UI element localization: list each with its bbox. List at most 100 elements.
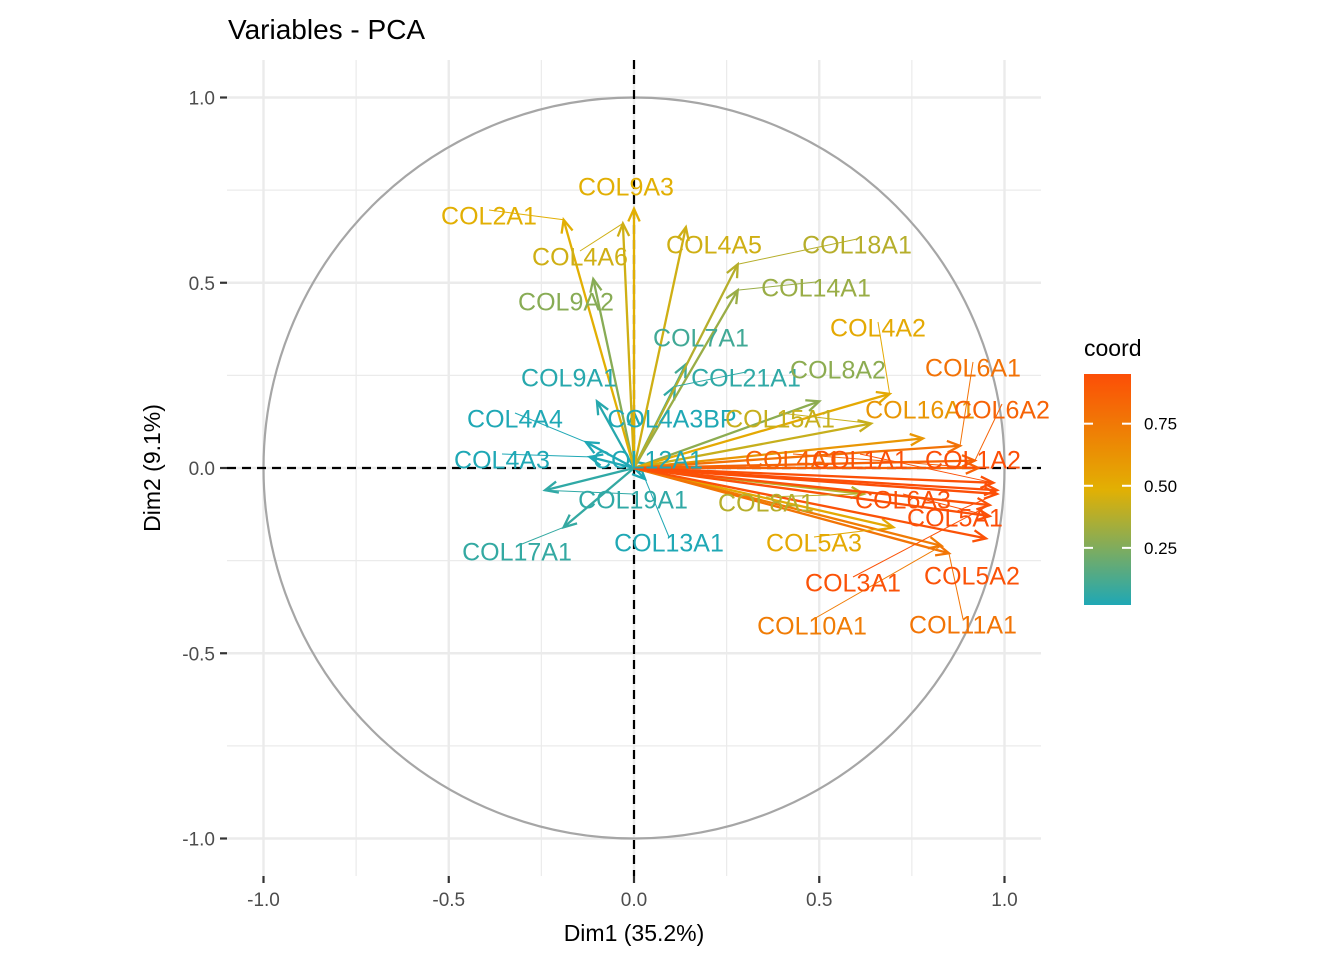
leader-line — [779, 412, 872, 425]
leader-line — [792, 453, 979, 469]
arrow-shaft — [544, 466, 635, 492]
legend-title: coord — [1084, 335, 1142, 361]
arrow-shaft — [633, 437, 924, 470]
leader-line — [545, 489, 634, 495]
variable-label: COL4A5 — [666, 232, 762, 260]
arrow-shaft — [633, 466, 998, 496]
arrow-col9a2 — [589, 276, 636, 469]
leader-line — [514, 412, 587, 443]
arrow-shaft — [592, 278, 636, 469]
leader-line — [959, 361, 974, 446]
variable-label: COL4A1 — [745, 447, 841, 475]
arrow-col5a2 — [633, 466, 989, 543]
variable-label: COL18A1 — [802, 232, 912, 260]
x-tick-label: 1.0 — [991, 890, 1017, 911]
arrow-shaft — [633, 466, 994, 484]
arrow-head — [627, 205, 641, 222]
x-tick-label: -0.5 — [432, 890, 465, 911]
leader-line — [644, 478, 670, 538]
variable-label: COL9A2 — [518, 289, 614, 317]
variable-label: COL12A1 — [593, 447, 703, 475]
x-axis-label: Dim1 (35.2%) — [564, 920, 705, 946]
arrow-shaft — [595, 400, 636, 469]
leader-line — [765, 493, 864, 498]
arrow-col4a5 — [632, 224, 690, 469]
variable-label: COL4A4 — [467, 406, 563, 434]
arrow-shaft — [562, 467, 635, 529]
legend-tick-label: 0.75 — [1144, 415, 1177, 434]
y-tick-label: -1.0 — [182, 830, 215, 851]
variable-label: COL4A3 — [454, 447, 550, 475]
variable-label: COL1A1 — [812, 447, 908, 475]
x-tick-label: -1.0 — [247, 890, 280, 911]
arrow-shaft — [589, 455, 635, 470]
arrow-head — [595, 398, 609, 416]
arrow-col9a1 — [595, 398, 636, 469]
variable-label: COL4A2 — [830, 315, 926, 343]
variable-label: COL5A1 — [907, 505, 1003, 533]
variable-label: COL6A3 — [855, 487, 951, 515]
leader-line — [516, 526, 564, 547]
variable-label: COL8A1 — [718, 490, 814, 518]
arrow-head — [972, 529, 989, 543]
leader-line — [954, 493, 998, 513]
arrow-shaft — [633, 466, 990, 518]
label-leader-lines — [488, 209, 1003, 621]
x-tick-label: 0.0 — [621, 890, 647, 911]
variable-label: COL17A1 — [462, 539, 572, 567]
arrow-head — [909, 432, 926, 447]
axes: -1.0 -0.5 0.0 0.5 1.0 1.0 0.5 0.0 -0.5 -1.0 — [182, 89, 1017, 912]
variable-label: COL3A1 — [805, 570, 901, 598]
variable-label: COL7A1 — [653, 325, 749, 353]
chart-title: Variables - PCA — [228, 14, 425, 45]
leader-line — [859, 453, 994, 484]
leader-line — [579, 223, 624, 252]
arrow-shaft — [633, 422, 872, 470]
variable-label: COL1A2 — [925, 447, 1021, 475]
variable-label: COL11A1 — [909, 612, 1017, 640]
leader-line — [948, 553, 964, 620]
variable-label: COL14A1 — [761, 275, 871, 303]
arrow-shaft — [633, 466, 950, 555]
y-tick-label: 0.0 — [189, 459, 215, 480]
leader-line — [902, 493, 990, 517]
variable-label: COL10A1 — [757, 613, 867, 641]
leader-line — [811, 545, 942, 621]
variable-label: COL16A1 — [865, 397, 975, 425]
variable-label: COL2A1 — [441, 203, 537, 231]
variable-label: COL8A2 — [790, 357, 886, 385]
arrow-shaft — [633, 466, 987, 540]
leader-line — [974, 403, 1003, 461]
y-axis-label: Dim2 (9.1%) — [139, 404, 165, 532]
leader-line — [877, 321, 891, 394]
arrow-col16a1 — [633, 432, 926, 470]
arrow-shaft — [633, 466, 990, 507]
arrow-shaft — [562, 219, 636, 469]
arrow-shaft — [632, 263, 739, 469]
leader-line — [488, 209, 564, 221]
arrow-shaft — [633, 400, 820, 470]
leader-line — [852, 504, 990, 578]
variable-label: COL5A3 — [766, 530, 862, 558]
variable-label: COL4A6 — [532, 244, 628, 272]
arrow-col8a2 — [633, 399, 822, 470]
legend-tick-label: 0.25 — [1144, 539, 1177, 558]
variable-labels: COL4A4 COL4A3BP COL4A3 COL12A1 COL13A1 COL9A1… — [441, 174, 1050, 641]
variable-label: COL9A1 — [521, 365, 617, 393]
legend-tick-label: 0.50 — [1144, 477, 1177, 496]
variable-label: COL5A2 — [924, 563, 1020, 591]
variable-label: COL19A1 — [578, 487, 688, 515]
arrow-head — [676, 224, 690, 242]
y-tick-label: -0.5 — [182, 644, 215, 665]
legend: coord 0.75 0.50 0.25 — [1084, 335, 1177, 605]
arrow-shaft — [621, 223, 636, 469]
arrow-shaft — [633, 444, 961, 470]
variable-label: COL21A1 — [691, 365, 801, 393]
variable-label: COL15A1 — [725, 406, 835, 434]
arrow-head — [589, 276, 603, 293]
y-tick-label: 1.0 — [189, 89, 215, 110]
variable-label: COL4A3BP — [607, 406, 736, 434]
arrow-head — [805, 399, 822, 412]
